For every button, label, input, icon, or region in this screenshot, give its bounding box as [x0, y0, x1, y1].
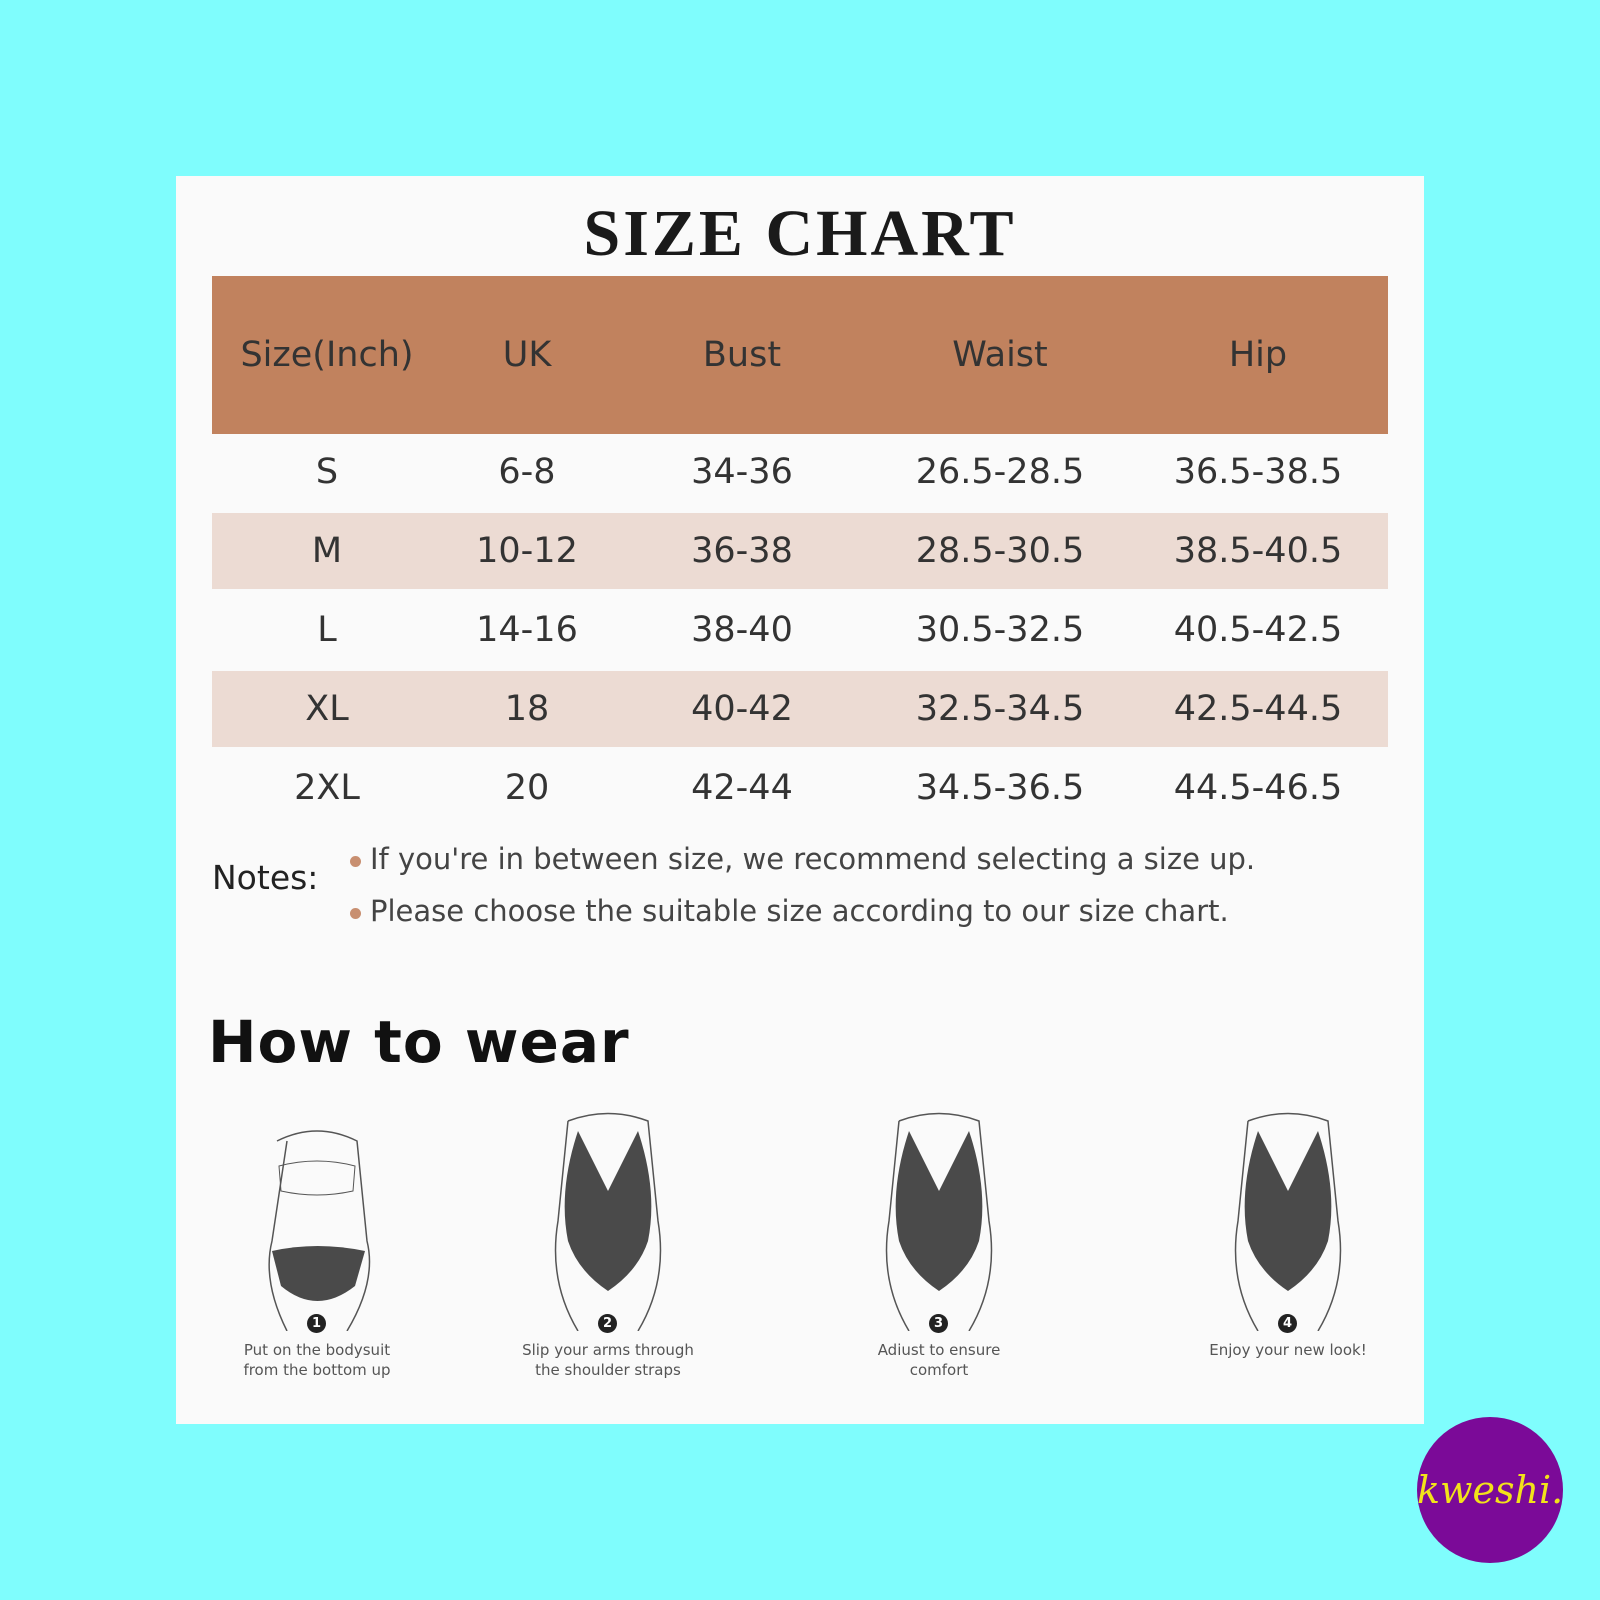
table-cell: 18: [504, 689, 550, 729]
table-cell: XL: [305, 689, 349, 729]
caption-line: Put on the bodysuit: [243, 1341, 391, 1359]
step-caption: Enjoy your new look!: [1158, 1340, 1418, 1360]
table-cell: 36-38: [691, 531, 793, 571]
header-cell: Size(Inch): [240, 335, 414, 375]
step-illustration: [1234, 1112, 1342, 1331]
header-cell: Hip: [1228, 335, 1288, 375]
step-number: 3: [929, 1314, 948, 1333]
note-item: If you're in between size, we recommend …: [350, 842, 1256, 876]
notes-label: Notes:: [212, 858, 319, 897]
note-item: Please choose the suitable size accordin…: [350, 894, 1229, 928]
table-cell: 20: [504, 768, 550, 808]
row-band: [212, 671, 1388, 747]
table-cell: 36.5-38.5: [1173, 452, 1343, 492]
table-cell: L: [317, 610, 337, 650]
step-number: 2: [598, 1314, 617, 1333]
table-cell: 40.5-42.5: [1173, 610, 1343, 650]
table-cell: 28.5-30.5: [915, 531, 1085, 571]
table-cell: 38.5-40.5: [1173, 531, 1343, 571]
table-cell: 44.5-46.5: [1173, 768, 1343, 808]
logo: kweshi.: [1417, 1417, 1563, 1563]
caption-line: from the bottom up: [243, 1361, 391, 1379]
bullet: [350, 908, 361, 919]
step-caption: Put on the bodysuit from the bottom up: [187, 1340, 447, 1380]
table-cell: 32.5-34.5: [915, 689, 1085, 729]
table-cell: 30.5-32.5: [915, 610, 1085, 650]
caption-line: Enjoy your new look!: [1209, 1341, 1367, 1359]
table-cell: S: [315, 452, 339, 492]
title: SIZE CHART: [583, 197, 1017, 270]
table-cell: 10-12: [476, 531, 578, 571]
table-cell: 38-40: [691, 610, 793, 650]
step-illustration: [554, 1112, 662, 1331]
how-to-wear-title: How to wear: [208, 1008, 630, 1076]
header-cell: UK: [502, 335, 552, 375]
step-caption: Adiust to ensure comfort: [809, 1340, 1069, 1380]
step-number: 1: [307, 1314, 326, 1333]
step-number: 4: [1278, 1314, 1297, 1333]
caption-line: the shoulder straps: [535, 1361, 681, 1379]
table-cell: 34-36: [691, 452, 793, 492]
caption-line: Slip your arms through: [522, 1341, 694, 1359]
bullet: [350, 856, 361, 867]
header-cell: Bust: [702, 335, 782, 375]
step-illustration: [268, 1130, 371, 1331]
table-cell: 6-8: [498, 452, 556, 492]
step-caption: Slip your arms through the shoulder strap…: [478, 1340, 738, 1380]
table-cell: 40-42: [691, 689, 793, 729]
table-cell: 14-16: [476, 610, 578, 650]
table-cell: 42.5-44.5: [1173, 689, 1343, 729]
table-cell: 42-44: [691, 768, 793, 808]
size-chart-panel: SIZE CHART Notes: How to wear Size(Inch)…: [176, 176, 1424, 1424]
table-cell: 34.5-36.5: [915, 768, 1085, 808]
table-cell: 26.5-28.5: [915, 452, 1085, 492]
note-text: Please choose the suitable size accordin…: [370, 894, 1229, 928]
caption-line: Adiust to ensure: [877, 1341, 1001, 1359]
note-text: If you're in between size, we recommend …: [370, 842, 1256, 876]
header-cell: Waist: [952, 335, 1048, 375]
step-illustration: [885, 1112, 993, 1331]
table-cell: 2XL: [294, 768, 360, 808]
table-header: [212, 276, 1388, 434]
table-cell: M: [311, 531, 343, 571]
caption-line: comfort: [909, 1361, 969, 1379]
row-band: [212, 513, 1388, 589]
